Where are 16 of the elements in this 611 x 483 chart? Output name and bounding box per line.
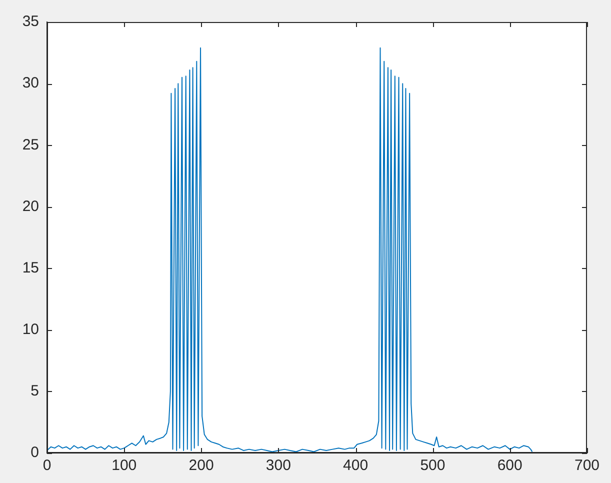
x-tick-label: 500 [420,457,446,474]
y-tick-label: 30 [22,74,39,92]
y-tick-label: 0 [30,444,39,462]
x-tick-label: 400 [343,457,368,474]
x-tick-label: 0 [42,457,52,474]
y-tick-label: 25 [22,136,39,154]
x-tick-label: 200 [188,457,214,474]
y-tick-label: 15 [22,259,39,276]
y-tick-label: 20 [22,198,39,215]
x-tick-label: 100 [112,457,137,474]
x-tick-label: 300 [266,457,291,474]
x-tick-label: 600 [497,457,522,474]
y-tick-label: 10 [22,321,39,338]
x-tick-label: 700 [574,457,600,474]
y-tick-label: 5 [30,382,39,400]
y-tick-label: 35 [22,13,39,30]
